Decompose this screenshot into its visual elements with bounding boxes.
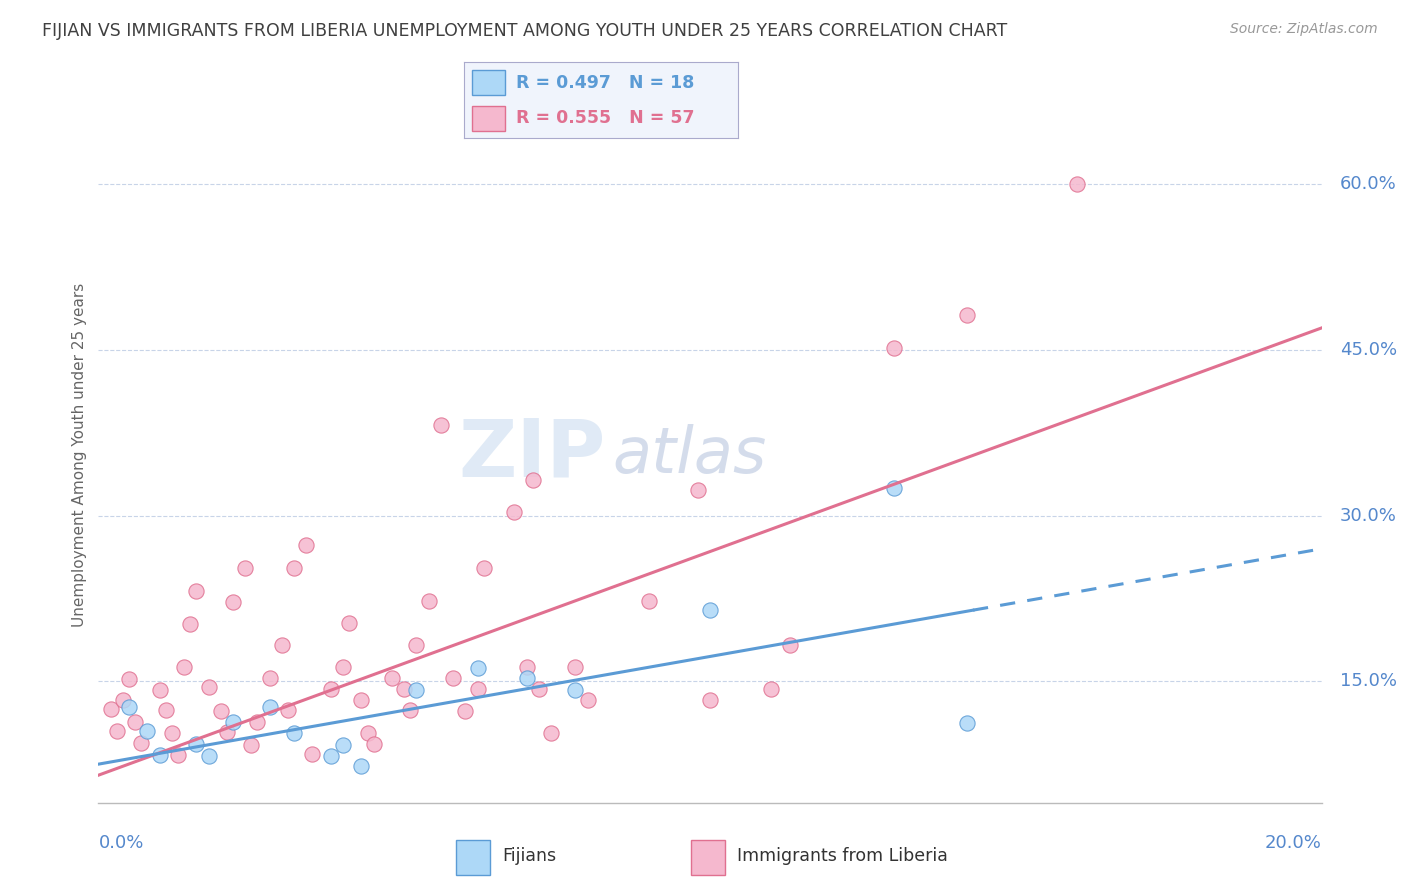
Point <box>1066 178 1088 192</box>
Text: Fijians: Fijians <box>502 847 555 865</box>
Text: 20.0%: 20.0% <box>1265 834 1322 852</box>
Point <box>233 560 256 574</box>
Point <box>173 660 195 674</box>
Point <box>454 704 477 718</box>
Point <box>149 748 172 763</box>
Point <box>350 759 373 773</box>
Point <box>956 308 979 322</box>
Text: 30.0%: 30.0% <box>1340 507 1398 524</box>
Point <box>516 660 538 674</box>
Text: R = 0.497   N = 18: R = 0.497 N = 18 <box>516 74 695 92</box>
Point <box>197 749 219 764</box>
Bar <box>472 70 505 95</box>
Point <box>179 616 201 631</box>
Point <box>105 724 128 739</box>
Point <box>319 681 342 696</box>
Point <box>363 737 385 751</box>
Point <box>301 747 323 762</box>
Point <box>111 693 134 707</box>
Point <box>259 699 281 714</box>
Text: Immigrants from Liberia: Immigrants from Liberia <box>737 847 948 865</box>
Point <box>155 703 177 717</box>
Point <box>699 693 721 707</box>
Point <box>319 749 342 764</box>
Point <box>259 671 281 685</box>
Point <box>337 615 360 630</box>
Point <box>270 638 292 652</box>
Text: atlas: atlas <box>612 424 766 486</box>
Point <box>883 481 905 495</box>
Point <box>418 593 440 607</box>
Point <box>405 638 427 652</box>
Text: 15.0%: 15.0% <box>1340 673 1398 690</box>
Point <box>699 602 721 616</box>
Point <box>503 505 526 519</box>
Point <box>222 595 245 609</box>
Text: 0.0%: 0.0% <box>98 834 143 852</box>
Bar <box>472 105 505 130</box>
Point <box>118 672 141 686</box>
Point <box>467 681 489 696</box>
Text: 60.0%: 60.0% <box>1340 176 1396 194</box>
Point <box>522 473 544 487</box>
Point <box>186 737 208 751</box>
Point <box>564 683 586 698</box>
Text: Source: ZipAtlas.com: Source: ZipAtlas.com <box>1230 22 1378 37</box>
Text: R = 0.555   N = 57: R = 0.555 N = 57 <box>516 109 695 127</box>
Point <box>332 739 354 753</box>
Point <box>124 715 146 730</box>
Point <box>167 748 190 763</box>
Point <box>392 681 416 696</box>
Point <box>576 693 599 707</box>
Point <box>283 560 305 574</box>
Point <box>405 683 427 698</box>
Point <box>215 725 238 739</box>
Point <box>277 703 299 717</box>
Point <box>759 681 782 696</box>
Point <box>100 702 122 716</box>
Point <box>129 736 152 750</box>
Point <box>527 681 550 696</box>
Point <box>472 560 495 574</box>
Point <box>399 703 422 717</box>
Y-axis label: Unemployment Among Youth under 25 years: Unemployment Among Youth under 25 years <box>72 283 87 627</box>
Text: FIJIAN VS IMMIGRANTS FROM LIBERIA UNEMPLOYMENT AMONG YOUTH UNDER 25 YEARS CORREL: FIJIAN VS IMMIGRANTS FROM LIBERIA UNEMPL… <box>42 22 1008 40</box>
Point <box>197 680 219 694</box>
Point <box>883 341 905 355</box>
Point <box>295 539 318 553</box>
Point <box>441 671 464 685</box>
Bar <box>690 840 724 875</box>
Point <box>332 660 354 674</box>
Point <box>160 726 183 740</box>
Point <box>149 683 172 698</box>
Point <box>283 726 305 740</box>
Point <box>240 739 263 753</box>
Point <box>467 661 489 675</box>
Point <box>209 704 232 718</box>
Point <box>540 726 562 740</box>
Text: ZIP: ZIP <box>458 416 606 494</box>
Point <box>222 715 245 730</box>
Point <box>381 671 404 685</box>
Point <box>350 693 373 707</box>
Text: 45.0%: 45.0% <box>1340 341 1398 359</box>
Point <box>956 716 979 731</box>
Point <box>686 483 709 498</box>
Point <box>118 699 141 714</box>
Point <box>564 660 586 674</box>
Bar <box>456 840 489 875</box>
Point <box>779 638 801 652</box>
Point <box>430 418 453 433</box>
Point <box>516 671 538 685</box>
Point <box>356 726 378 740</box>
Point <box>136 724 159 739</box>
Point <box>186 583 208 598</box>
Point <box>246 715 269 730</box>
Point <box>637 593 661 607</box>
